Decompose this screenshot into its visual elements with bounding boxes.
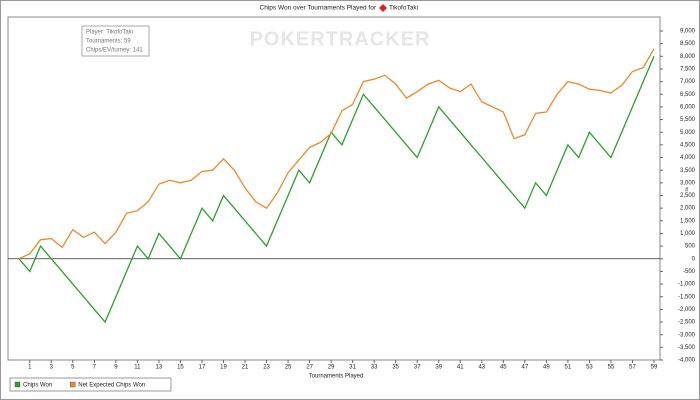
x-tick-label: 9: [114, 365, 118, 371]
y-tick-label: -3,000: [678, 332, 696, 338]
y-tick-label: 1,000: [680, 231, 696, 237]
y-tick-label: 7,000: [680, 79, 696, 85]
legend-label: Net Expected Chips Won: [78, 383, 145, 389]
y-tick-label: 2,000: [680, 206, 696, 212]
chart-title: Chips Won over Tournaments Played for: [260, 5, 377, 12]
watermark: POKERTRACKER: [250, 28, 431, 50]
plot-frame: [7, 16, 661, 361]
x-tick-label: 5: [71, 365, 75, 371]
y-tick-label: 5,000: [680, 130, 696, 136]
y-tick-label: 8,000: [680, 54, 696, 60]
y-tick-label: -4,000: [678, 358, 696, 364]
y-tick-label: 6,000: [680, 105, 696, 111]
x-tick-label: 33: [371, 365, 378, 371]
y-tick-label: -1,500: [678, 294, 696, 300]
player-name: TikofoTaki: [389, 5, 418, 12]
x-tick-label: 37: [414, 365, 421, 371]
x-tick-label: 53: [586, 365, 593, 371]
y-tick-label: 3,500: [680, 168, 696, 174]
x-tick-label: 11: [134, 365, 141, 371]
legend-swatch: [70, 381, 76, 388]
info-line: Tournaments: 59: [86, 39, 131, 45]
y-tick-label: 1,500: [680, 218, 696, 224]
info-line: Player: TikofoTaki: [86, 30, 133, 36]
legend-label: Chips Won: [23, 383, 52, 389]
x-tick-label: 45: [500, 365, 507, 371]
y-tick-label: -3,500: [678, 345, 696, 351]
y-tick-label: -2,500: [678, 320, 696, 326]
y-tick-label: 0: [692, 256, 696, 262]
legend-swatch: [14, 381, 21, 388]
x-tick-label: 1: [28, 365, 32, 371]
y-axis-label: #: [685, 188, 689, 194]
x-tick-label: 39: [435, 365, 442, 371]
y-tick-label: 4,000: [680, 155, 696, 161]
x-tick-label: 25: [285, 365, 292, 371]
y-tick-label: 7,500: [680, 67, 696, 73]
x-tick-label: 55: [608, 365, 615, 371]
x-tick-label: 43: [478, 365, 485, 371]
legend-box: [9, 377, 172, 392]
x-tick-label: 19: [220, 365, 227, 371]
info-line: Chips/EV/turney: 141: [86, 48, 143, 54]
player-icon: [379, 4, 387, 12]
x-tick-label: 23: [263, 365, 270, 371]
y-tick-label: 3,000: [680, 180, 696, 186]
y-tick-label: 6,500: [680, 92, 696, 98]
x-tick-label: 15: [177, 365, 184, 371]
info-box: [81, 25, 150, 57]
x-tick-label: 31: [349, 365, 356, 371]
y-tick-label: 2,500: [680, 193, 696, 199]
x-tick-label: 57: [629, 365, 636, 371]
x-tick-label: 13: [156, 365, 163, 371]
series-line: [18, 56, 655, 324]
y-tick-label: -2,000: [678, 307, 696, 313]
y-tick-label: 9,000: [680, 29, 696, 35]
y-tick-label: -1,000: [678, 282, 696, 288]
x-tick-label: 21: [242, 365, 249, 371]
x-tick-label: 47: [522, 365, 529, 371]
y-tick-label: 5,500: [680, 117, 696, 123]
x-axis-label: Tournaments Played: [309, 374, 364, 380]
x-tick-label: 7: [93, 365, 97, 371]
x-tick-label: 49: [543, 365, 550, 371]
y-tick-label: 8,500: [680, 41, 696, 47]
x-tick-label: 3: [50, 365, 54, 371]
x-tick-label: 29: [328, 365, 335, 371]
series-line: [18, 48, 655, 260]
x-tick-label: 41: [457, 365, 464, 371]
x-tick-label: 59: [651, 365, 658, 371]
x-tick-label: 51: [565, 365, 572, 371]
x-tick-label: 35: [392, 365, 399, 371]
y-tick-label: 4,500: [680, 142, 696, 148]
x-tick-label: 17: [199, 365, 206, 371]
y-tick-label: -500: [683, 269, 696, 275]
x-tick-label: 27: [306, 365, 313, 371]
y-tick-label: 500: [685, 244, 696, 250]
